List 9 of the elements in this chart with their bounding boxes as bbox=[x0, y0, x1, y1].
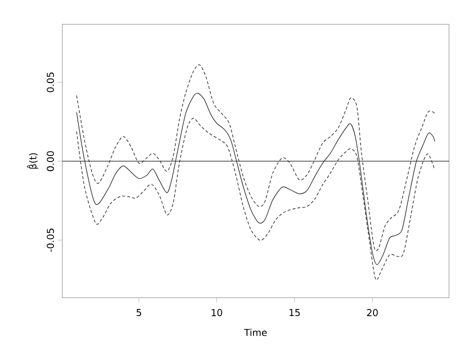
x-tick-label: 10 bbox=[212, 309, 222, 316]
x-tick-label: 20 bbox=[367, 309, 378, 316]
y-tick-label: 0.00 bbox=[46, 151, 54, 172]
y-tick-label: -0.05 bbox=[46, 228, 54, 252]
y-axis-title: β̂(t) bbox=[27, 153, 38, 169]
x-axis-title: Time bbox=[244, 328, 267, 336]
y-tick-label: 0.05 bbox=[46, 72, 54, 92]
x-tick-label: 5 bbox=[136, 309, 142, 316]
x-tick-label: 15 bbox=[290, 309, 300, 316]
